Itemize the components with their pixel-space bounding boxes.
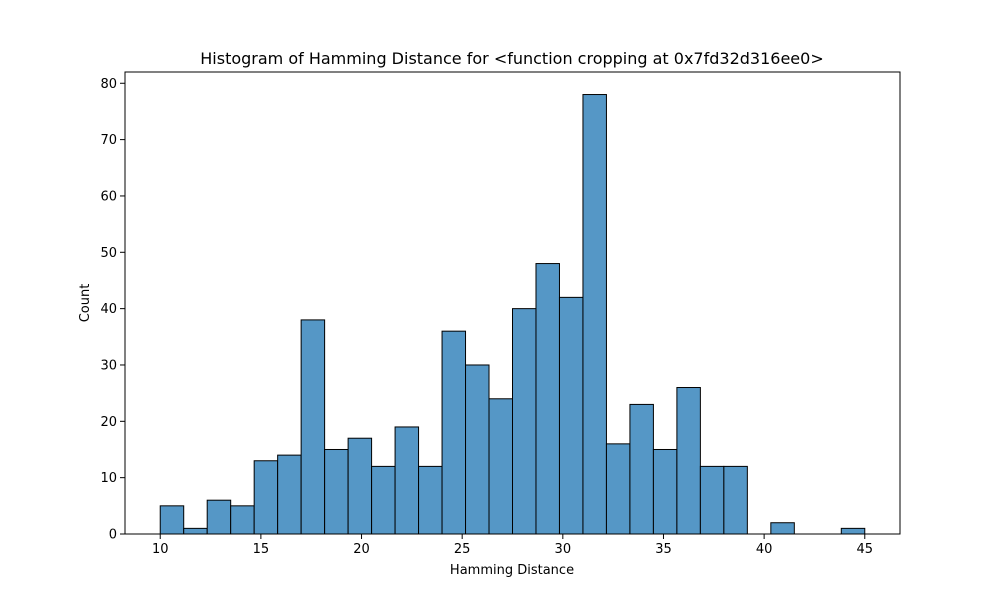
y-tick-label-1: 10 [100,471,117,486]
bars-group [159,94,866,535]
histogram-bar-0 [159,505,185,535]
histogram-bar-23 [699,465,725,535]
histogram-bar-16 [535,263,560,535]
y-tick-label-2: 20 [100,415,117,430]
x-tick-label-5: 35 [655,542,672,557]
histogram-bar-13 [465,364,490,535]
histogram-bar-4 [253,460,279,535]
histogram-bar-1 [183,527,208,535]
histogram-bar-18 [582,94,607,535]
histogram-bar-26 [770,522,795,535]
plot-frame [124,71,901,535]
histogram-bar-17 [558,296,584,535]
histogram-bar-20 [629,403,654,535]
histogram-bar-12 [441,330,467,535]
histogram-bar-14 [488,398,513,535]
chart-title: Histogram of Hamming Distance for <funct… [200,49,823,68]
y-axis-label: Count [78,284,93,323]
x-tick-label-3: 25 [454,542,471,557]
histogram-bar-3 [230,505,255,535]
x-tick-label-0: 10 [152,542,169,557]
histogram-bar-11 [418,465,443,535]
histogram-bar-6 [300,319,326,535]
histogram-bar-7 [324,448,349,535]
histogram-bar-22 [676,387,701,535]
histogram-bar-24 [723,465,748,535]
histogram-bar-8 [347,437,373,535]
y-tick-label-3: 30 [100,358,117,373]
histogram-bar-21 [652,448,678,535]
x-tick-label-7: 45 [856,542,873,557]
y-tick-label-7: 70 [100,133,117,148]
histogram-bar-29 [840,527,866,535]
histogram-bar-10 [394,426,420,535]
histogram-bar-2 [206,499,232,535]
histogram-bar-19 [605,443,631,535]
histogram-bar-5 [277,454,302,535]
y-tick-label-4: 40 [100,302,117,317]
histogram-bar-15 [512,308,537,535]
y-tick-label-6: 60 [100,189,117,204]
y-tick-label-5: 50 [100,246,117,261]
y-axis-ticks: 0 10 20 30 40 50 60 70 80 [100,77,125,543]
y-tick-label-8: 80 [100,77,117,92]
x-tick-label-4: 30 [555,542,572,557]
x-tick-label-2: 20 [353,542,370,557]
histogram-bar-9 [371,465,396,535]
x-tick-label-1: 15 [253,542,270,557]
x-tick-label-6: 40 [756,542,773,557]
x-axis-label: Hamming Distance [450,563,574,578]
y-tick-label-0: 0 [109,528,117,543]
x-axis-ticks: 10 15 20 25 30 35 40 45 [152,534,873,557]
